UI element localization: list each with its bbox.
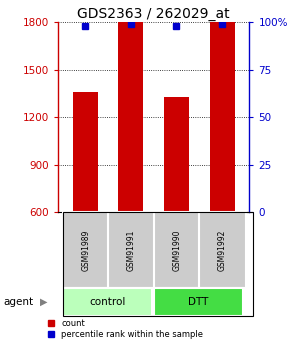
- Bar: [118, 5, 144, 212]
- Bar: [209, 0, 235, 212]
- Bar: [73, 187, 98, 212]
- Text: GSM91989: GSM91989: [81, 229, 90, 271]
- Text: ▶: ▶: [40, 297, 47, 307]
- Text: GSM91990: GSM91990: [172, 229, 182, 271]
- Bar: [209, 26, 235, 212]
- Bar: [164, 97, 189, 212]
- Text: GSM91992: GSM91992: [218, 229, 227, 271]
- Bar: [73, 92, 98, 212]
- Text: control: control: [89, 297, 126, 307]
- Text: GSM91991: GSM91991: [127, 229, 136, 271]
- Legend: count, percentile rank within the sample: count, percentile rank within the sample: [48, 319, 203, 339]
- Bar: [118, 100, 144, 212]
- Text: agent: agent: [3, 297, 33, 307]
- Title: GDS2363 / 262029_at: GDS2363 / 262029_at: [77, 7, 230, 21]
- Bar: [164, 191, 189, 212]
- Text: DTT: DTT: [188, 297, 209, 307]
